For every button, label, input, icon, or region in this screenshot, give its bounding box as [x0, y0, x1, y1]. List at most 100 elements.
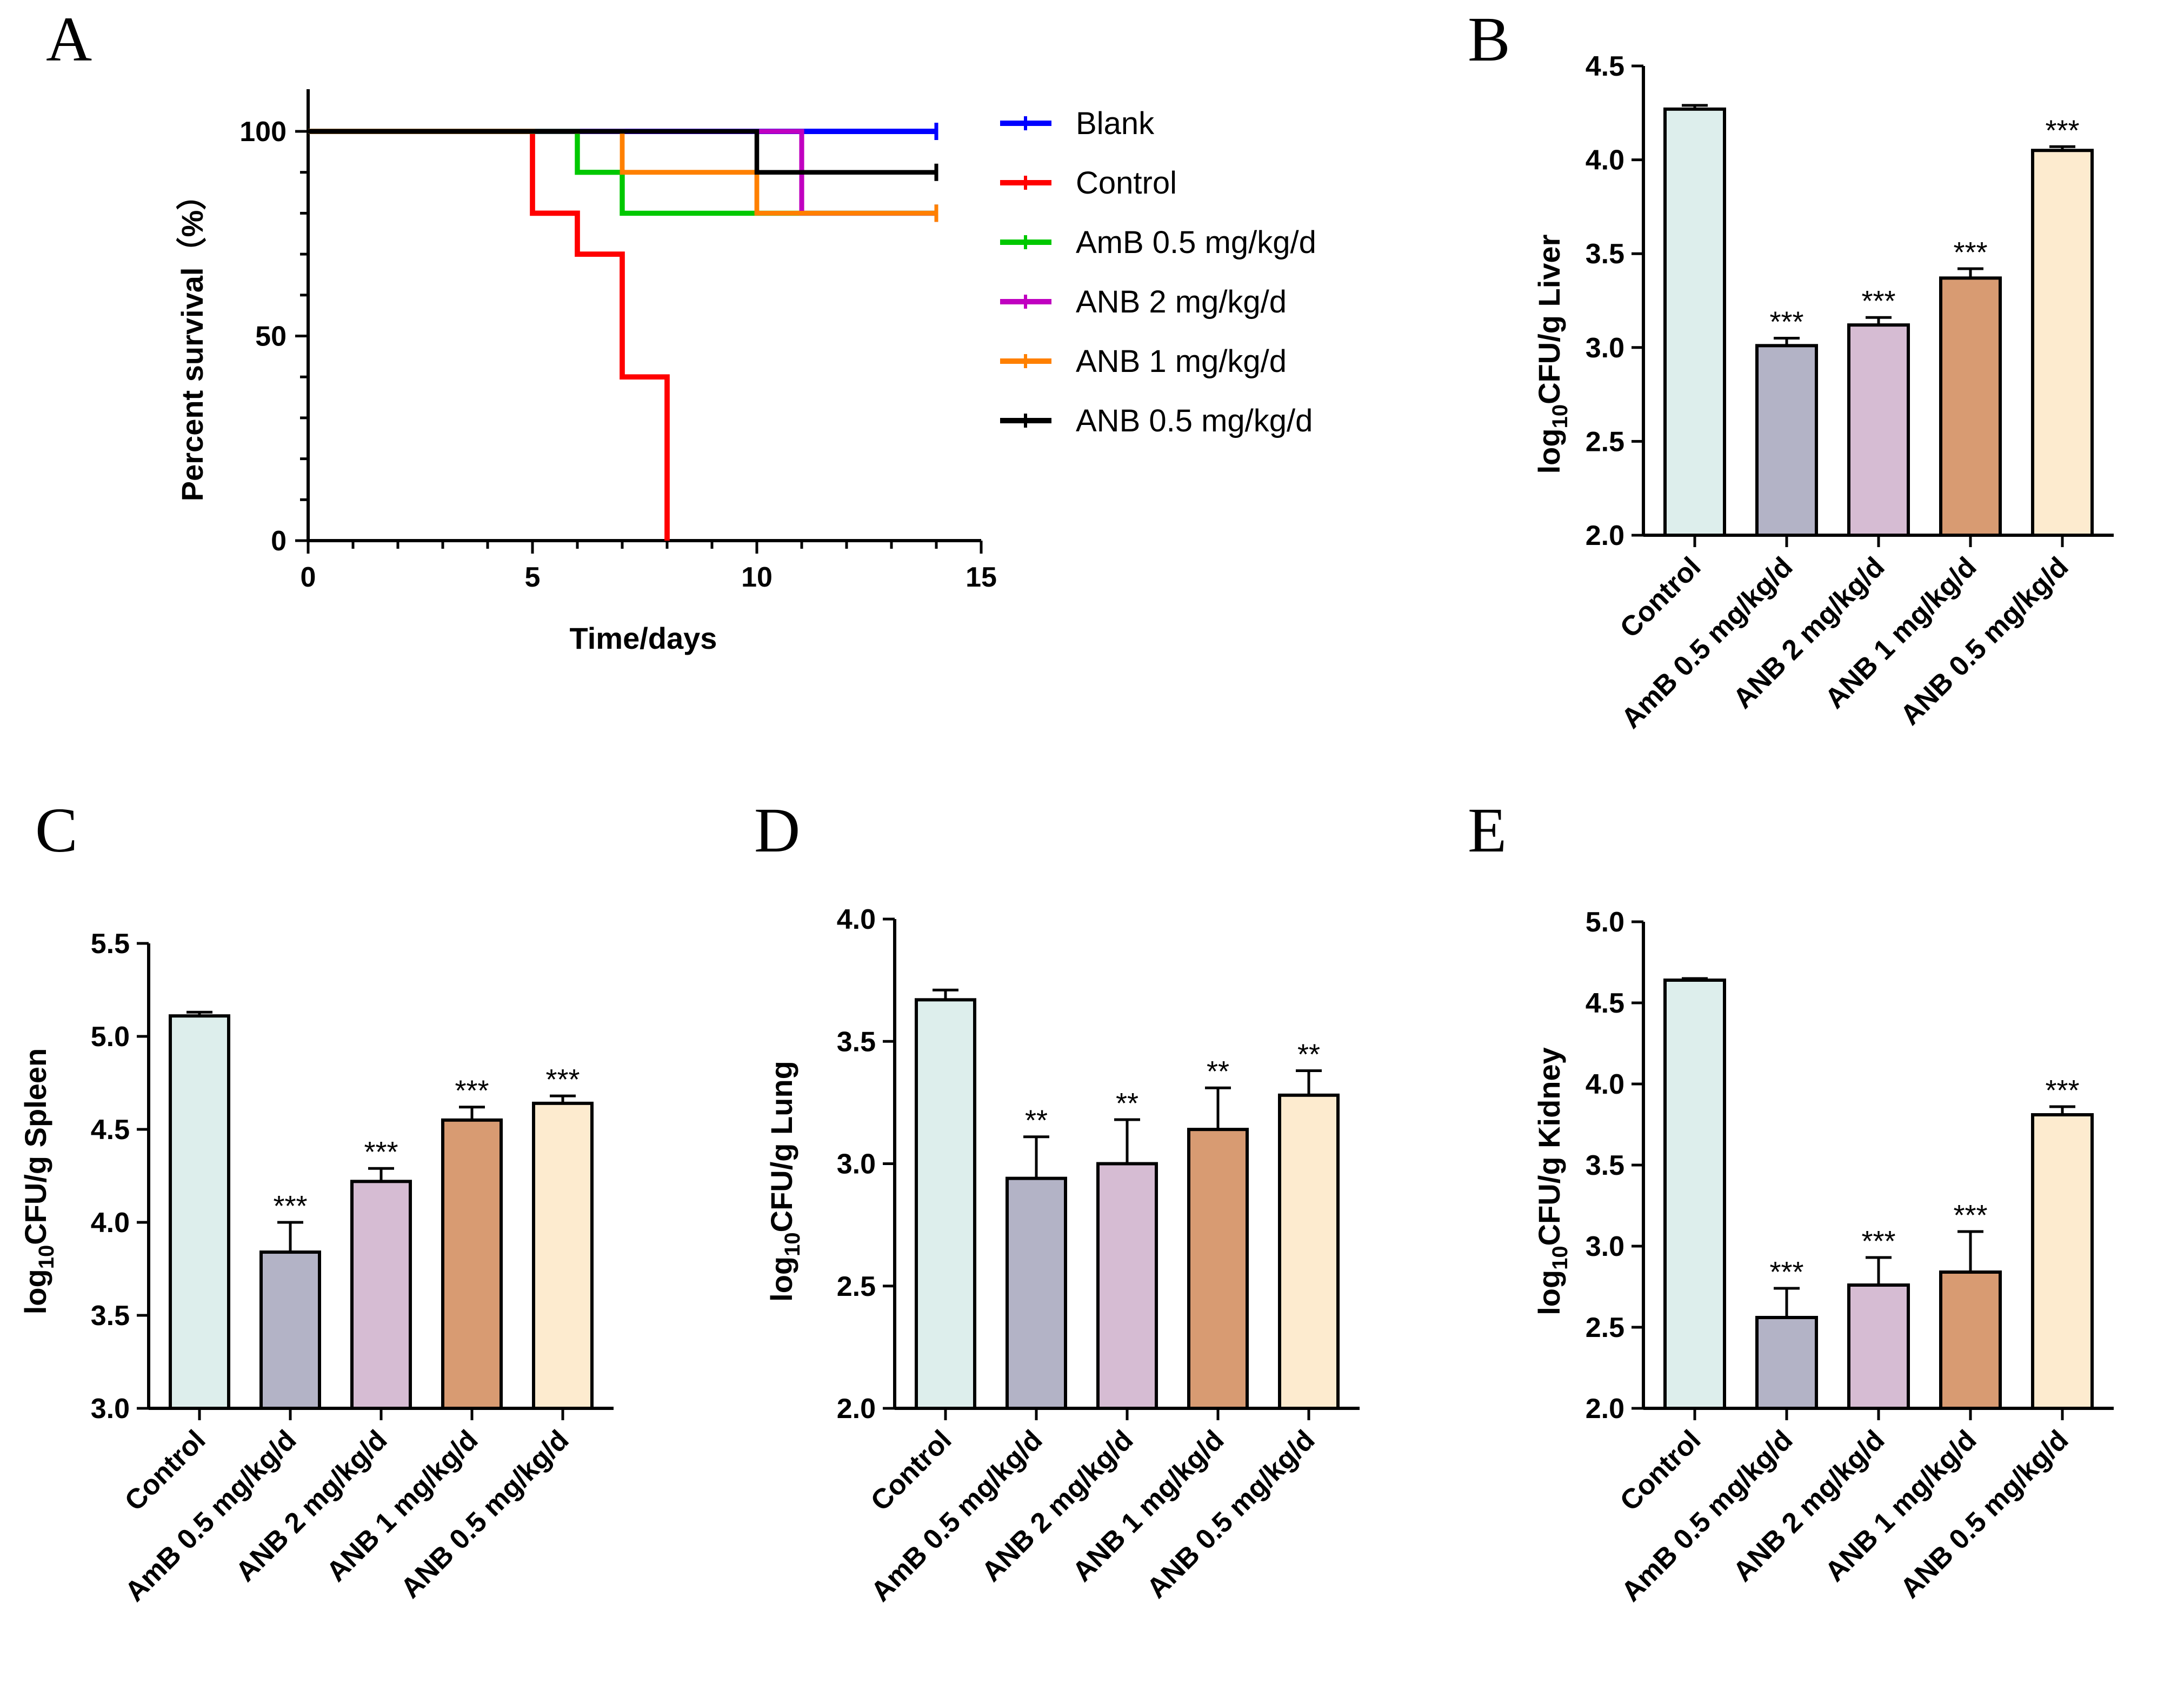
category-label: ANB 0.5 mg/kg/d — [395, 1424, 575, 1604]
significance-label: *** — [1953, 1199, 1987, 1232]
y-axis-title-subscript: 10 — [35, 1245, 58, 1269]
bars-group: ** ** ** ** — [915, 988, 1340, 1410]
y-tick-label: 5.5 — [91, 928, 130, 960]
significance-label: *** — [1953, 236, 1987, 269]
x-tick-label: 5 — [525, 562, 541, 593]
significance-label: ** — [1207, 1055, 1229, 1088]
kidney-bar-chart: E log10CFU/g Kidney 2.0 2.5 3.0 3.5 4.0 4.5 5.… — [1468, 795, 2114, 1608]
bar — [1663, 979, 1726, 1410]
significance-label: *** — [1769, 1256, 1803, 1288]
y-axis-title: log10CFU/g Liver — [1532, 235, 1572, 474]
spleen-bar-chart: C log10CFU/g Spleen 3.0 3.5 4.0 4.5 5.0 5.5 Co… — [18, 795, 614, 1608]
y-tick-label: 3.5 — [1586, 1150, 1624, 1181]
bar — [1939, 1270, 2002, 1410]
category-label: ANB 0.5 mg/kg/d — [1141, 1424, 1321, 1604]
bars-group: *** *** *** *** — [1663, 977, 2094, 1410]
panel-label: D — [754, 795, 800, 866]
bar — [1278, 1093, 1340, 1410]
y-axis-title-prefix: log — [18, 1269, 52, 1314]
bar — [1847, 323, 1910, 537]
y-tick-label: 0 — [271, 525, 287, 557]
bar — [259, 1250, 321, 1410]
y-tick-label: 4.0 — [91, 1207, 130, 1239]
y-tick-label: 5.0 — [1586, 907, 1624, 938]
significance-label: *** — [364, 1136, 398, 1168]
significance-label: *** — [455, 1075, 489, 1107]
bar — [2031, 149, 2094, 537]
category-label: AmB 0.5 mg/kg/d — [1615, 1424, 1799, 1607]
y-axis-title: log10CFU/g Kidney — [1532, 1047, 1572, 1315]
category-label: Control — [1614, 551, 1707, 644]
category-label: ANB 1 mg/kg/d — [321, 1424, 484, 1588]
bar — [1187, 1128, 1249, 1410]
y-tick-label: 4.5 — [91, 1114, 130, 1146]
series-group — [308, 123, 938, 541]
y-axis-title-prefix: log — [764, 1256, 798, 1302]
bar — [532, 1101, 594, 1410]
category-label: ANB 2 mg/kg/d — [976, 1424, 1140, 1588]
significance-label: ** — [1025, 1105, 1048, 1137]
y-axis-title-subscript: 10 — [1548, 404, 1572, 429]
category-label: Control — [865, 1424, 958, 1517]
bar — [350, 1180, 412, 1410]
y-axis-title-prefix: log — [1532, 428, 1566, 474]
legend-label: ANB 0.5 mg/kg/d — [1076, 403, 1313, 438]
legend-label: Control — [1076, 165, 1177, 201]
y-axis-title-subscript: 10 — [781, 1232, 804, 1256]
bar — [2031, 1113, 2094, 1410]
category-label: Control — [119, 1424, 212, 1517]
y-tick-label: 2.5 — [837, 1271, 876, 1302]
panel-label: C — [35, 795, 78, 866]
y-axis-title-prefix: log — [1532, 1270, 1566, 1315]
y-tick-label: 3.5 — [91, 1300, 130, 1332]
x-tick-label: 0 — [301, 562, 316, 593]
y-axis-title-suffix: CFU/g Kidney — [1532, 1047, 1566, 1246]
y-tick-label: 50 — [255, 321, 287, 352]
bar — [1847, 1283, 1910, 1410]
category-label: ANB 0.5 mg/kg/d — [1894, 1424, 2074, 1604]
category-label: ANB 0.5 mg/kg/d — [1894, 551, 2074, 731]
y-tick-label: 4.5 — [1586, 51, 1624, 82]
y-tick-label: 5.0 — [91, 1021, 130, 1053]
bars-group: *** *** *** *** — [1663, 104, 2094, 537]
significance-label: ** — [1297, 1039, 1320, 1071]
y-axis-title: log10CFU/g Lung — [764, 1061, 804, 1302]
y-tick-label: 2.5 — [1586, 426, 1624, 457]
category-label: AmB 0.5 mg/kg/d — [1615, 551, 1799, 734]
y-tick-label: 4.5 — [1586, 988, 1624, 1019]
y-tick-label: 3.0 — [1586, 332, 1624, 364]
bar — [441, 1118, 503, 1410]
y-tick-label: 3.0 — [91, 1393, 130, 1425]
y-tick-label: 4.0 — [1586, 1069, 1624, 1100]
legend-label: Blank — [1076, 106, 1155, 141]
panel-label: A — [46, 4, 92, 75]
category-label: AmB 0.5 mg/kg/d — [865, 1424, 1048, 1607]
y-tick-label: 2.5 — [1586, 1312, 1624, 1343]
bar — [1939, 276, 2002, 537]
x-tick-label: 10 — [741, 562, 773, 593]
y-tick-label: 4.0 — [1586, 145, 1624, 176]
legend-label: AmB 0.5 mg/kg/d — [1076, 225, 1316, 260]
bar — [1755, 344, 1818, 537]
survival-line — [308, 129, 936, 175]
bar — [1663, 107, 1726, 537]
significance-label: ** — [1116, 1087, 1138, 1120]
lung-bar-chart: D log10CFU/g Lung 2.0 2.5 3.0 3.5 4.0 Control… — [754, 795, 1360, 1608]
y-tick-label: 3.0 — [1586, 1231, 1624, 1262]
y-tick-label: 3.5 — [837, 1026, 876, 1057]
y-axis-title: log10CFU/g Spleen — [18, 1048, 58, 1315]
y-tick-label: 2.0 — [837, 1393, 876, 1425]
bar — [915, 998, 976, 1410]
significance-label: *** — [545, 1063, 580, 1096]
y-tick-label: 100 — [239, 116, 287, 148]
y-tick-label: 2.0 — [1586, 1393, 1624, 1425]
significance-label: *** — [1769, 305, 1803, 338]
y-axis-title-suffix: CFU/g Spleen — [18, 1048, 52, 1245]
bar — [1755, 1316, 1818, 1410]
category-label: AmB 0.5 mg/kg/d — [119, 1424, 302, 1607]
y-tick-label: 3.5 — [1586, 238, 1624, 270]
legend-label: ANB 1 mg/kg/d — [1076, 344, 1287, 379]
y-tick-label: 4.0 — [837, 904, 876, 935]
bars-group: *** *** *** *** — [169, 1010, 594, 1410]
significance-label: *** — [2045, 114, 2079, 147]
